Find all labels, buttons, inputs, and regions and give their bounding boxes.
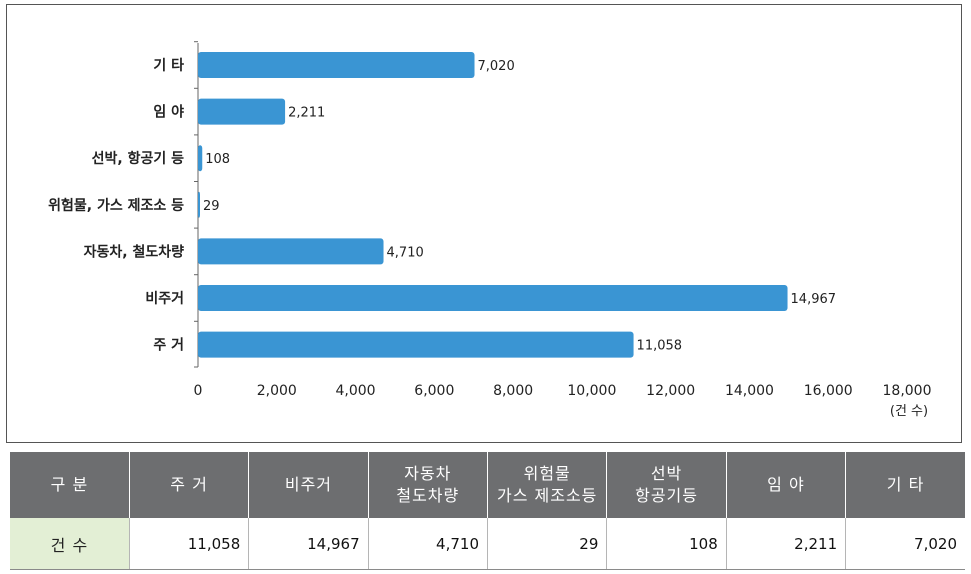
bar <box>198 285 788 311</box>
x-tick-label: 2,000 <box>257 383 297 399</box>
data-label: 7,020 <box>478 59 515 74</box>
table-cell: 29 <box>487 518 608 570</box>
x-tick-label: 14,000 <box>725 383 774 399</box>
bar <box>198 191 200 218</box>
table-cell: 108 <box>606 518 727 570</box>
table-cell: 7,020 <box>845 518 965 570</box>
table-cell: 14,967 <box>248 518 369 570</box>
data-label: 2,211 <box>288 106 325 121</box>
bar <box>198 331 634 358</box>
summary-table: 구 분 주 거 비주거 자동차 철도차량 위험물 가스 제조소등 선박 항공기등… <box>10 452 965 570</box>
category-label: 임 야 <box>153 104 184 121</box>
category-label: 기 타 <box>153 58 184 74</box>
table-row-label: 건 수 <box>10 518 130 570</box>
x-tick-label: 8,000 <box>493 383 533 399</box>
data-label: 14,967 <box>791 292 837 307</box>
table-cell: 2,211 <box>726 518 847 570</box>
table-row: 건 수 11,058 14,967 4,710 29 108 2,211 7,0… <box>10 518 965 570</box>
bar <box>198 238 384 265</box>
x-tick-label: 6,000 <box>414 383 454 399</box>
category-label: 주 거 <box>153 338 184 354</box>
bar <box>198 98 286 125</box>
x-tick-label: 12,000 <box>646 383 695 399</box>
table-column-header: 임 야 <box>726 452 847 518</box>
bar <box>198 145 203 172</box>
table-column-header: 위험물 가스 제조소등 <box>487 452 608 518</box>
table-row-header-label: 구 분 <box>10 452 130 518</box>
category-label: 선박, 항공기 등 <box>92 150 184 167</box>
data-label: 11,058 <box>637 339 683 354</box>
x-tick-label: 18,000 <box>883 383 932 399</box>
x-tick-label: 16,000 <box>804 383 853 399</box>
table-cell: 11,058 <box>129 518 250 570</box>
bar <box>198 52 475 78</box>
category-label: 위험물, 가스 제조소 등 <box>48 197 184 214</box>
data-label: 108 <box>205 152 230 167</box>
axis-unit-label: (건 수) <box>890 404 928 419</box>
table-column-header: 기 타 <box>845 452 965 518</box>
chart-frame: 기 타 7,020 임 야 2,211 선박, 항공기 등 108 위험물, 가스 제조소 … <box>6 4 962 443</box>
table-header-row: 구 분 주 거 비주거 자동차 철도차량 위험물 가스 제조소등 선박 항공기등… <box>10 452 965 518</box>
category-label: 비주거 <box>145 291 184 307</box>
data-label: 4,710 <box>387 245 424 260</box>
x-tick-label: 0 <box>194 383 203 399</box>
bar-chart: 기 타 7,020 임 야 2,211 선박, 항공기 등 108 위험물, 가스 제조소 … <box>48 41 932 419</box>
table-column-header: 선박 항공기등 <box>606 452 727 518</box>
category-label: 자동차, 철도차량 <box>84 244 184 260</box>
table-column-header: 비주거 <box>248 452 369 518</box>
x-tick-label: 10,000 <box>567 383 616 399</box>
data-label: 29 <box>203 199 220 214</box>
table-column-header: 자동차 철도차량 <box>368 452 489 518</box>
table-column-header: 주 거 <box>129 452 250 518</box>
table-cell: 4,710 <box>368 518 489 570</box>
x-tick-label: 4,000 <box>336 383 376 399</box>
